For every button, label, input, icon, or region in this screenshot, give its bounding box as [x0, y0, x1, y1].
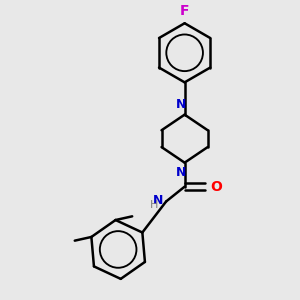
Text: N: N [176, 167, 186, 179]
Text: O: O [211, 180, 222, 194]
Text: N: N [153, 194, 164, 207]
Text: F: F [180, 4, 189, 18]
Text: H: H [149, 200, 158, 210]
Text: N: N [176, 98, 186, 111]
